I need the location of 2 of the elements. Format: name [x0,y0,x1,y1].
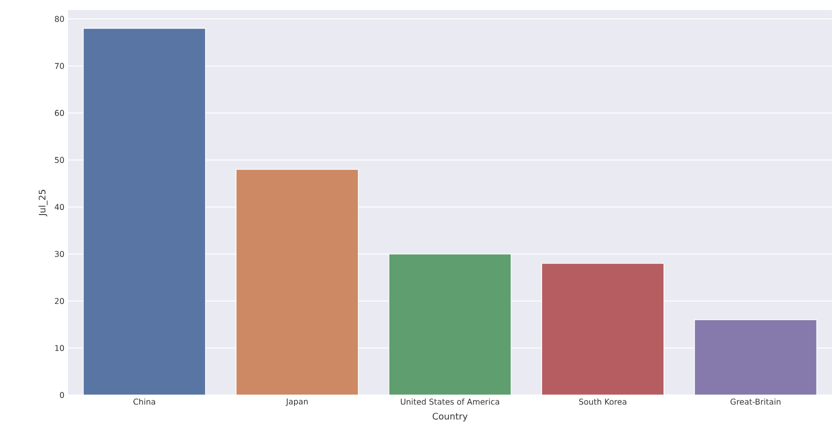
x-axis-title: Country [432,412,468,422]
y-axis-title: Jul_25 [38,190,48,216]
